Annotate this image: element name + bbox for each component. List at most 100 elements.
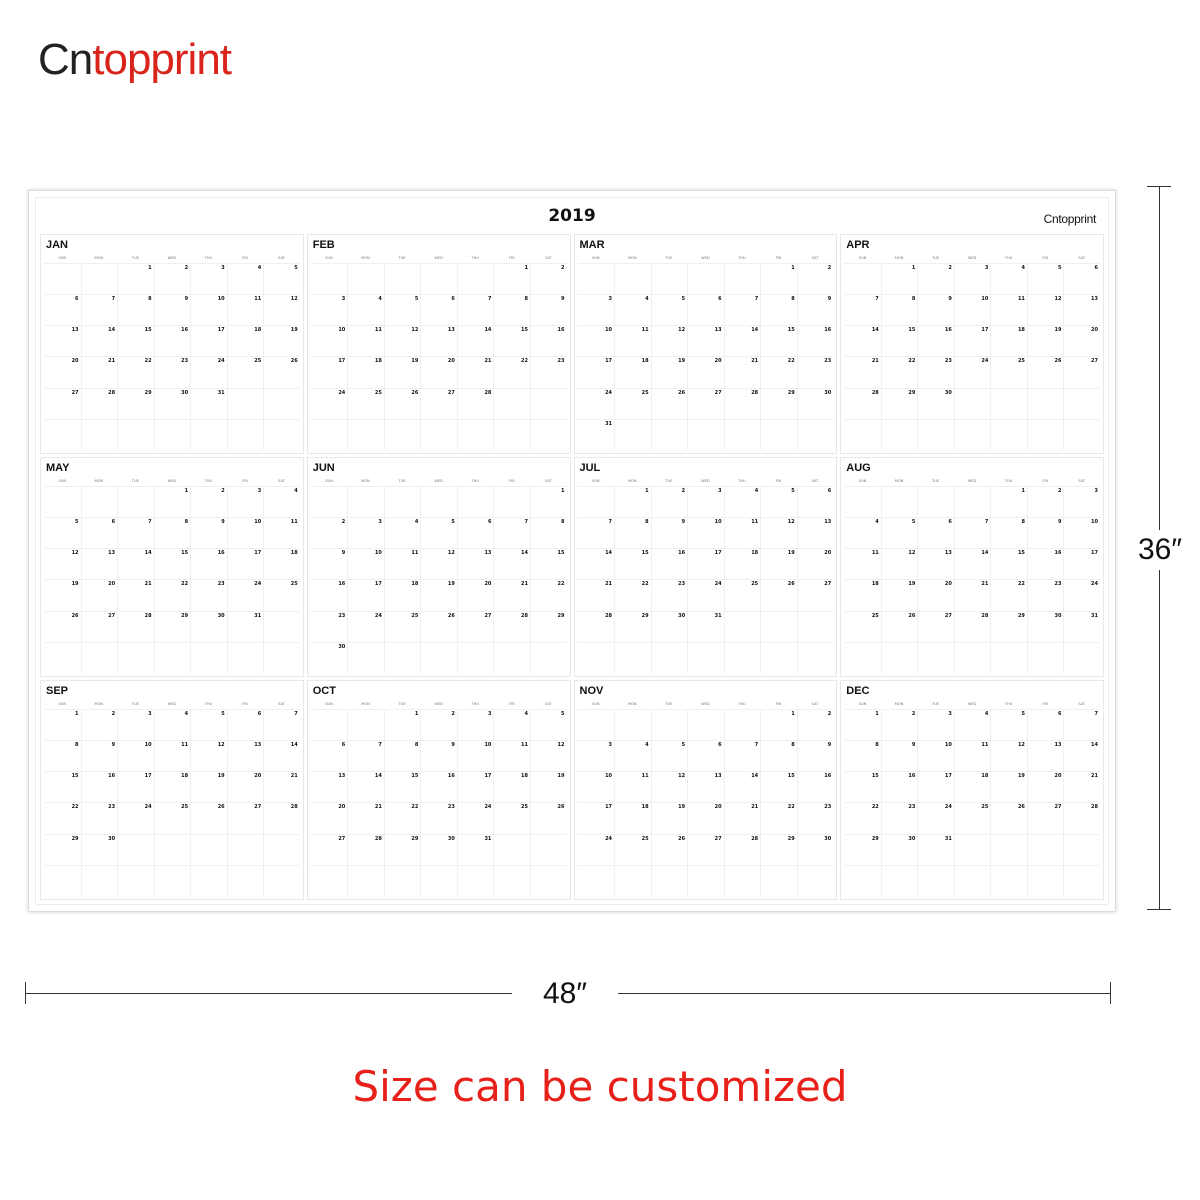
day-number: 24 — [217, 358, 225, 365]
weekday-header-row: SUN MON TUE WED THU FRI SAT — [578, 479, 834, 483]
day-number: 5 — [681, 296, 686, 303]
day-number: 6 — [1057, 711, 1062, 717]
day-number: 4 — [875, 519, 879, 526]
day-number: 30 — [338, 643, 346, 650]
day-cell: 17 — [687, 549, 724, 580]
day-cell — [796, 611, 834, 642]
day-number: 7 — [111, 296, 116, 303]
day-number: 20 — [1054, 773, 1062, 780]
month-grid: JAN SUN MON TUE WED THU FRI SAT 1 2 3 4 5 6 7 8 9 10 11 12 1… — [40, 234, 1104, 900]
week-row: 4 5 6 7 8 9 10 — [844, 517, 1100, 549]
day-cell: 24 — [311, 389, 348, 419]
day-cell: 6 — [917, 518, 954, 549]
day-cell: 13 — [44, 326, 81, 356]
day-number: 23 — [447, 804, 455, 811]
day-cell: 27 — [687, 388, 724, 419]
day-cell: 12 — [650, 326, 688, 357]
day-cell: 28 — [723, 388, 761, 419]
day-number: 23 — [217, 581, 225, 588]
day-cell: 27 — [1026, 803, 1064, 834]
day-cell: 5 — [383, 295, 421, 326]
day-number: 20 — [254, 773, 262, 780]
day-cell: 7 — [347, 741, 384, 772]
day-number: 6 — [451, 296, 455, 303]
weekday-label: THU — [204, 702, 213, 706]
day-cell: 20 — [687, 357, 724, 388]
day-cell: 20 — [420, 357, 457, 388]
day-number: 27 — [71, 389, 79, 396]
day-number: 21 — [520, 581, 528, 588]
week-row: 1 2 3 4 — [44, 486, 300, 518]
month-name: SEP — [46, 685, 69, 697]
day-number: 15 — [787, 773, 795, 780]
day-cell — [226, 388, 264, 419]
day-cell: 21 — [80, 357, 118, 388]
day-cell: 31 — [917, 834, 954, 865]
day-cell — [529, 388, 567, 419]
weekday-label: SAT — [1078, 479, 1086, 483]
month-panel: JAN SUN MON TUE WED THU FRI SAT 1 2 3 4 5 6 7 8 9 10 11 12 1… — [40, 234, 304, 454]
day-cell: 24 — [687, 580, 724, 611]
week-row: 19 20 21 22 23 24 25 — [44, 579, 300, 611]
day-number: 29 — [908, 389, 916, 396]
day-cell: 25 — [953, 803, 991, 834]
day-cell: 3 — [953, 264, 991, 295]
day-cell — [456, 264, 494, 295]
weekday-label: THU — [738, 256, 746, 260]
day-cell: 28 — [1063, 803, 1100, 834]
day-number: 1 — [791, 711, 795, 717]
day-number: 2 — [1057, 488, 1062, 494]
day-cell: 20 — [1026, 772, 1064, 803]
day-number: 29 — [557, 612, 565, 619]
day-cell: 13 — [456, 549, 494, 580]
day-number: 20 — [338, 804, 346, 811]
day-number: 31 — [944, 835, 952, 842]
day-cell — [117, 834, 154, 865]
day-number: 21 — [871, 358, 879, 365]
day-cell — [383, 487, 421, 518]
day-cell: 23 — [529, 357, 567, 388]
day-cell — [347, 264, 384, 295]
day-number: 29 — [787, 389, 795, 396]
day-number: 30 — [181, 389, 189, 396]
weekday-label: MON — [94, 702, 104, 706]
day-number: 23 — [824, 804, 832, 811]
day-cell: 9 — [880, 741, 918, 772]
day-cell: 4 — [953, 710, 991, 741]
day-cell: 20 — [456, 580, 494, 611]
day-cell: 26 — [420, 611, 457, 642]
weekday-label: MON — [894, 256, 904, 260]
day-number: 1 — [75, 711, 79, 717]
day-number: 23 — [678, 581, 686, 588]
day-cell: 17 — [917, 772, 954, 803]
day-cell: 7 — [493, 518, 530, 549]
day-cell: 16 — [880, 772, 918, 803]
day-number: 8 — [414, 742, 419, 749]
day-cell — [80, 865, 118, 896]
day-number: 11 — [641, 327, 649, 334]
day-cell: 30 — [153, 388, 191, 419]
day-cell: 15 — [383, 772, 421, 803]
day-cell: 22 — [760, 357, 797, 388]
week-row: 18 19 20 21 22 23 24 — [844, 579, 1100, 611]
day-number: 10 — [605, 773, 613, 780]
weekday-label: MON — [94, 479, 104, 483]
day-cell — [493, 642, 530, 673]
day-number: 14 — [981, 550, 989, 557]
day-cell: 5 — [650, 741, 688, 772]
weekday-label: TUE — [665, 702, 673, 706]
weekday-label: FRI — [775, 256, 782, 260]
height-dimension-label: 36″ — [1128, 530, 1192, 570]
day-cell — [953, 388, 991, 419]
month-name: FEB — [312, 239, 335, 251]
week-row — [577, 864, 834, 896]
day-cell: 24 — [226, 580, 264, 611]
day-cell: 11 — [226, 295, 264, 326]
day-number: 2 — [341, 519, 346, 526]
day-cell: 20 — [796, 549, 834, 580]
day-number: 8 — [875, 742, 879, 749]
week-rows: 1 2 3 4 5 6 7 8 9 10 11 12 13 14 15 16 17 18 19 20 21 22 23 24 2… — [310, 486, 567, 673]
day-number: 18 — [641, 804, 649, 811]
day-number: 14 — [871, 327, 879, 334]
day-cell: 8 — [880, 295, 918, 326]
